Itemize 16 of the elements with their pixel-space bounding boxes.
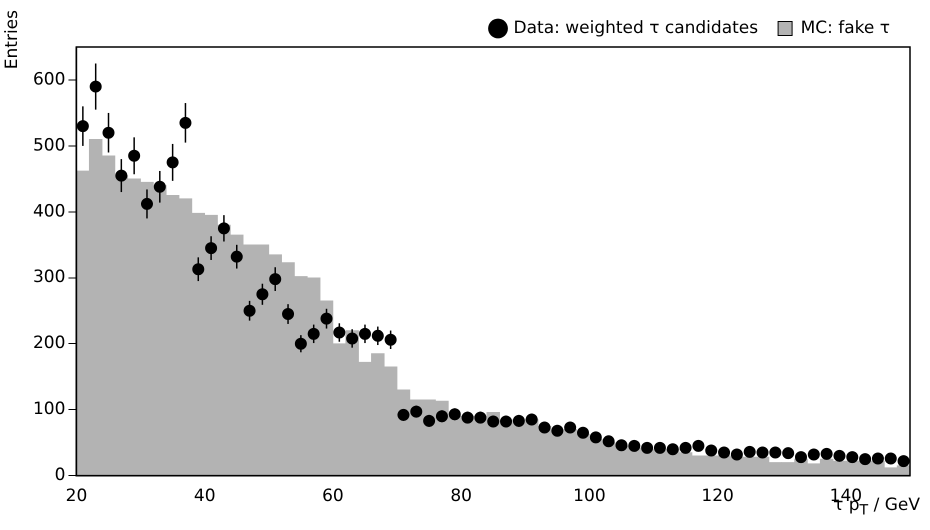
- y-tick-label: 400: [32, 201, 66, 222]
- y-tick-label: 200: [32, 333, 66, 354]
- legend-label: MC: fake τ: [800, 18, 890, 38]
- x-tick-label: 20: [66, 486, 88, 506]
- x-tick-label: 40: [194, 486, 216, 506]
- y-tick-label: 100: [32, 399, 66, 420]
- y-tick-label: 500: [32, 135, 66, 156]
- y-tick-label: 600: [32, 69, 66, 90]
- x-tick-label: 100: [573, 486, 606, 506]
- y-axis-title: Entries: [2, 10, 22, 70]
- y-tick-label: 0: [54, 465, 66, 486]
- y-tick-label: 300: [32, 267, 66, 288]
- legend-label: Data: weighted τ candidates: [514, 18, 758, 38]
- x-tick-label: 120: [701, 486, 734, 506]
- x-tick-label: 80: [450, 486, 472, 506]
- x-tick-label: 60: [322, 486, 344, 506]
